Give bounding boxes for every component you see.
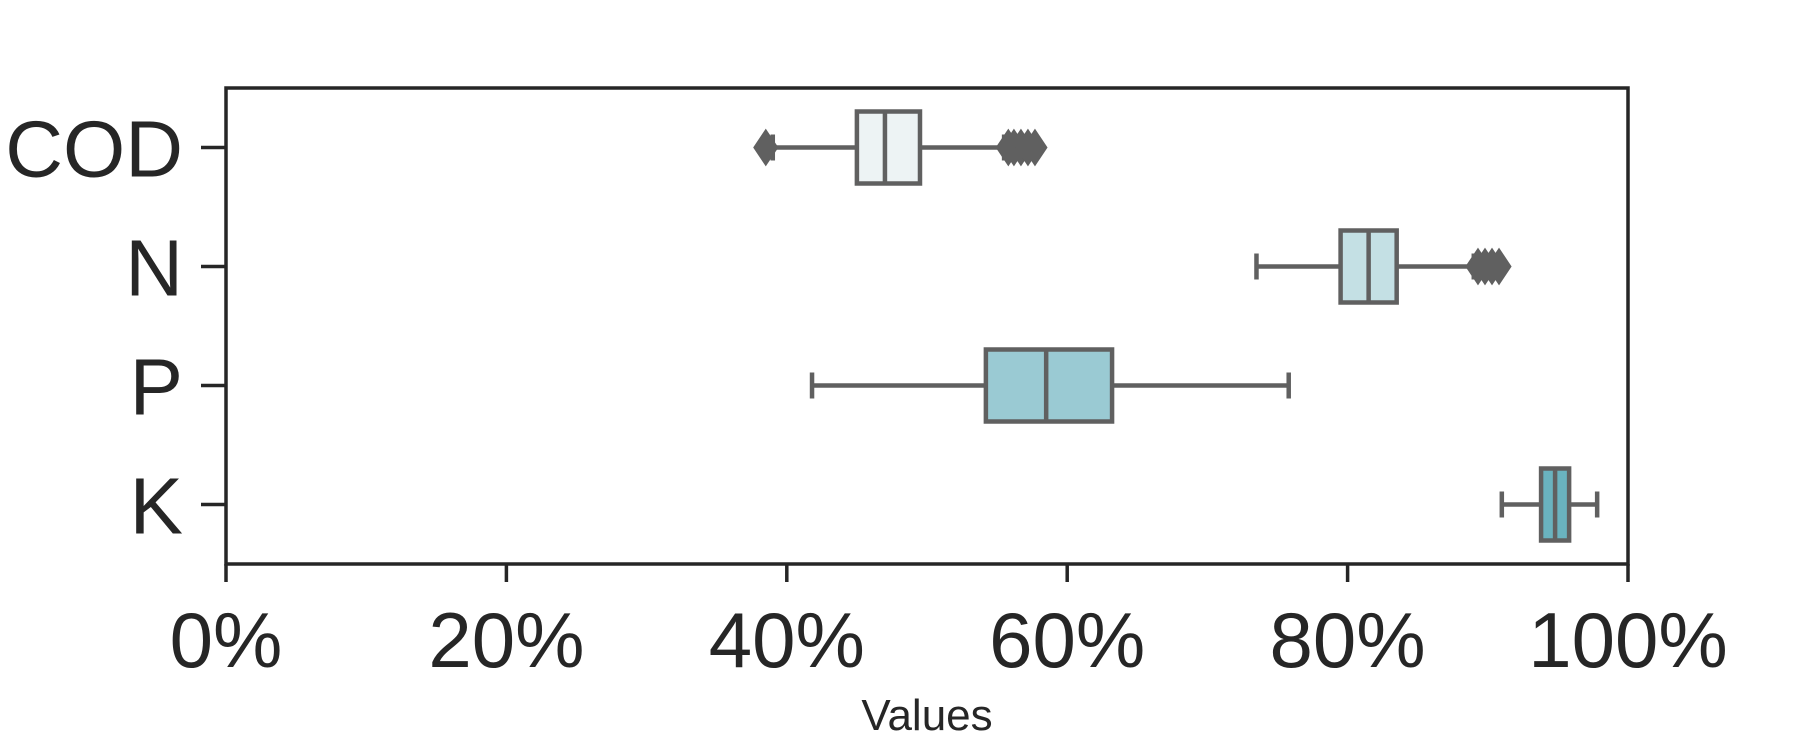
x-tick-label: 60% bbox=[989, 596, 1145, 684]
category-label: N bbox=[125, 224, 183, 313]
box-iqr bbox=[854, 109, 923, 186]
x-tick-label: 0% bbox=[170, 596, 283, 684]
box-group-k bbox=[1499, 466, 1600, 543]
axis-labels: 0% 20% 40% 60% 80% 100% COD NPK bbox=[5, 105, 1728, 685]
x-tick-label: 100% bbox=[1528, 596, 1728, 684]
outlier-point bbox=[753, 128, 779, 167]
category-label: P bbox=[130, 343, 183, 432]
x-axis-label: Values bbox=[861, 691, 992, 740]
category-label: K bbox=[130, 462, 183, 551]
x-tick-label: 80% bbox=[1270, 596, 1426, 684]
axis-ticks bbox=[201, 145, 1630, 582]
box-group-n bbox=[1254, 228, 1512, 305]
outlier-point bbox=[1022, 128, 1048, 167]
outlier-point bbox=[1486, 247, 1512, 286]
box-iqr bbox=[983, 347, 1115, 424]
category-label: COD bbox=[5, 105, 183, 194]
box-group-cod bbox=[753, 109, 1048, 186]
x-tick-label: 40% bbox=[709, 596, 865, 684]
x-tick-label: 20% bbox=[428, 596, 584, 684]
box-group-p bbox=[809, 347, 1291, 424]
plot-elements bbox=[753, 109, 1600, 543]
plot-frame bbox=[224, 86, 1630, 566]
